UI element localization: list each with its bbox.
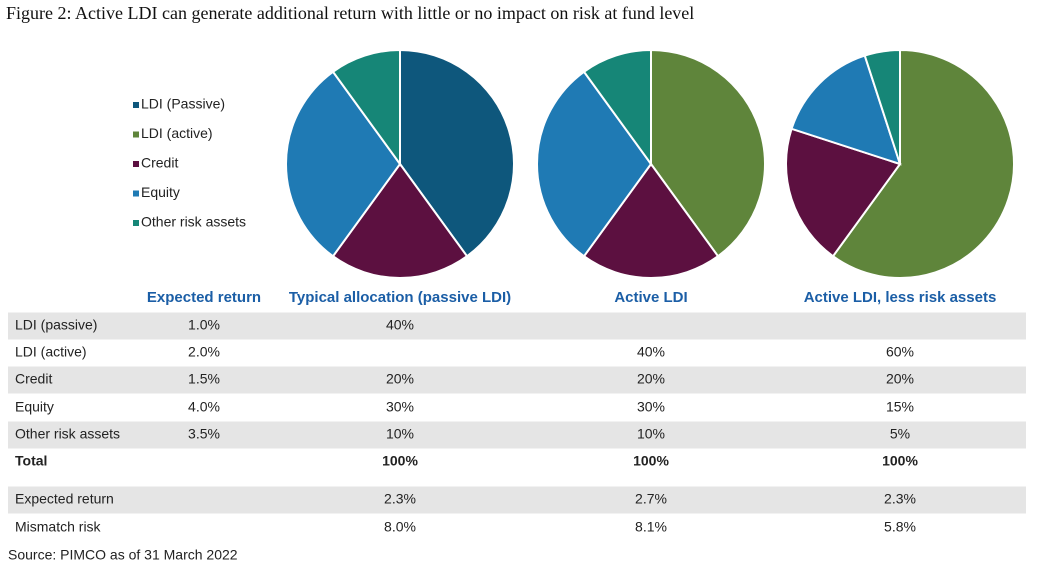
table-cell: 2.3% (884, 491, 916, 507)
figure-title: Figure 2: Active LDI can generate additi… (6, 3, 694, 23)
table-cell: 3.5% (188, 426, 220, 442)
table-cell: 100% (882, 453, 918, 469)
table-cell: 40% (637, 344, 665, 360)
table-cell: 60% (886, 344, 914, 360)
row-label: LDI (active) (15, 344, 87, 360)
legend-swatch (133, 190, 139, 197)
legend-swatch (133, 161, 139, 167)
row-shade (8, 312, 1026, 340)
legend-label: LDI (active) (141, 125, 213, 141)
table-cell: 20% (637, 371, 665, 387)
table-cell: 10% (637, 426, 665, 442)
row-shade (8, 366, 1026, 394)
table-cell: 1.0% (188, 317, 220, 333)
table-cell: 30% (386, 399, 414, 415)
legend-swatch (133, 102, 139, 108)
table-cell: 2.3% (384, 491, 416, 507)
table-cell: 5.8% (884, 519, 916, 535)
row-label: Expected return (15, 491, 114, 507)
pie-slice (785, 127, 902, 258)
legend-label: LDI (Passive) (141, 96, 225, 112)
column-header: Active LDI, less risk assets (804, 289, 997, 306)
table-cell: 5% (890, 426, 910, 442)
legend-swatch (133, 131, 139, 138)
row-shade (8, 421, 1026, 449)
table-cell: 100% (382, 453, 418, 469)
legend-swatch (133, 220, 139, 226)
pie-slice (831, 48, 1015, 279)
legend-label: Credit (141, 155, 178, 171)
row-label: Other risk assets (15, 426, 120, 442)
column-header: Active LDI (614, 289, 687, 306)
table-cell: 4.0% (188, 399, 220, 415)
column-header: Expected return (147, 289, 261, 306)
table-cell: 30% (637, 399, 665, 415)
pie-slice (863, 48, 901, 165)
table-cell: 10% (386, 426, 414, 442)
table-cell: 2.0% (188, 344, 220, 360)
legend-label: Equity (141, 184, 180, 200)
legend-label: Other risk assets (141, 214, 246, 230)
table-cell: 20% (886, 371, 914, 387)
pie-slice (582, 162, 720, 279)
pie-slice (582, 48, 652, 168)
pie-slice (331, 162, 469, 279)
pie-slice (285, 70, 402, 258)
pie-slice (331, 48, 401, 168)
table-cell: 2.7% (635, 491, 667, 507)
column-header: Typical allocation (passive LDI) (289, 289, 511, 306)
source-note: Source: PIMCO as of 31 March 2022 (8, 547, 238, 563)
table-cell: 1.5% (188, 371, 220, 387)
row-label: Credit (15, 371, 52, 387)
table-cell: 20% (386, 371, 414, 387)
pie-slice (399, 48, 515, 258)
table-cell: 8.0% (384, 519, 416, 535)
row-shade (8, 486, 1026, 514)
row-label: LDI (passive) (15, 317, 97, 333)
pie-slice (650, 48, 766, 258)
pie-slice (536, 70, 653, 258)
table-cell: 15% (886, 399, 914, 415)
row-label: Total (15, 453, 47, 469)
table-cell: 40% (386, 317, 414, 333)
row-label: Equity (15, 399, 54, 415)
row-label: Mismatch risk (15, 519, 102, 535)
table-cell: 8.1% (635, 519, 667, 535)
table-cell: 100% (633, 453, 669, 469)
